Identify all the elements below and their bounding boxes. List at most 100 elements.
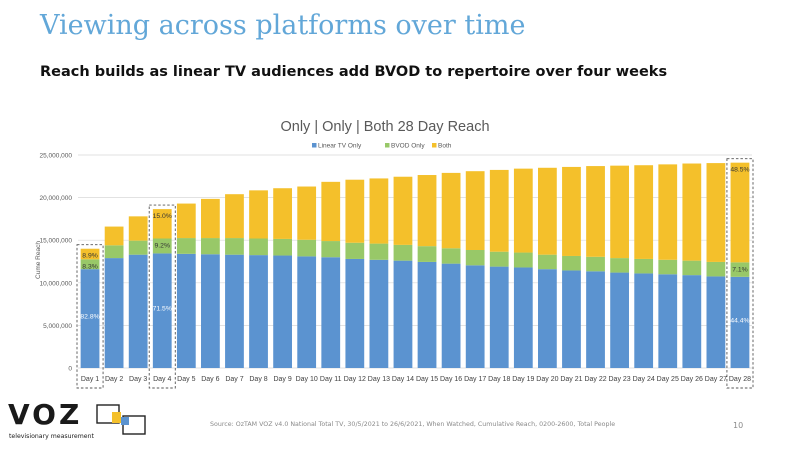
- legend-swatch: [385, 143, 390, 148]
- bar-segment: [80, 248, 100, 260]
- chart-annotations: 82.8% 8.3% 8.9% 71.5% 9.2% 15.0% 44.4% 7.1% 48.5…: [80, 167, 749, 325]
- bar-segment: [176, 238, 196, 254]
- bar-segment: [104, 258, 124, 368]
- bar-segment: [297, 256, 317, 368]
- x-tick-label: Day 6: [201, 376, 219, 383]
- bar-segment: [682, 275, 702, 368]
- x-tick-label: Day 2: [105, 376, 123, 383]
- data-label: 71.5%: [153, 306, 172, 313]
- bar-segment: [273, 188, 292, 239]
- legend-item: Linear TV Only: [312, 143, 362, 150]
- bar-segment: [345, 242, 365, 259]
- bar-segment: [538, 167, 557, 255]
- bar-segment: [441, 263, 461, 368]
- legend-swatch: [432, 143, 437, 148]
- highlight-box: [76, 244, 104, 389]
- x-tick-label: Day 26: [681, 376, 703, 383]
- bar-segment: [634, 273, 654, 368]
- bar-segment: [225, 238, 244, 255]
- x-tick-label: Day 18: [488, 376, 510, 383]
- x-tick-label: Day 9: [273, 376, 291, 383]
- y-tick-label: 15,000,000: [39, 238, 72, 245]
- bar-segment: [225, 254, 244, 368]
- data-label: 8.3%: [82, 263, 98, 270]
- bar-segment: [80, 269, 100, 368]
- bar-segment: [538, 254, 557, 270]
- chart-bars: [80, 162, 750, 368]
- bar-segment: [176, 203, 196, 239]
- slide-subtitle: Reach builds as linear TV audiences add …: [40, 64, 668, 80]
- x-tick-label: Day 25: [657, 376, 679, 383]
- bar-segment: [513, 168, 533, 253]
- bar-segment: [273, 255, 292, 368]
- x-tick-label: Day 19: [512, 376, 534, 383]
- x-tick-label: Day 8: [249, 376, 267, 383]
- x-tick-label: Day 12: [344, 376, 366, 383]
- data-label: 15.0%: [153, 213, 172, 220]
- bar-segment: [104, 226, 124, 246]
- x-tick-label: Day 13: [368, 376, 390, 383]
- bar-segment: [730, 162, 750, 263]
- highlight-box: [148, 204, 176, 389]
- logo-word: VOZ: [8, 398, 83, 431]
- x-tick-label: Day 14: [392, 376, 414, 383]
- bar-segment: [634, 258, 654, 274]
- y-tick-label: 20,000,000: [39, 195, 72, 202]
- voz-logo: VOZ televisionary measurement: [8, 400, 158, 450]
- source-note: Source: OzTAM VOZ v4.0 National Total TV…: [210, 421, 616, 428]
- bar-segment: [730, 262, 750, 277]
- bar-segment: [128, 254, 148, 368]
- bar-segment: [417, 175, 437, 247]
- y-tick-label: 10,000,000: [39, 280, 72, 287]
- data-label: 9.2%: [155, 242, 171, 249]
- bar-segment: [201, 238, 220, 255]
- bar-segment: [658, 274, 678, 368]
- x-tick-label: Day 11: [320, 376, 342, 383]
- chart-legend: Linear TV Only BVOD Only Both: [312, 143, 452, 150]
- x-tick-label: Day 15: [416, 376, 438, 383]
- data-label: 48.5%: [730, 167, 749, 174]
- bar-segment: [393, 176, 413, 245]
- bar-segment: [489, 251, 509, 267]
- bar-segment: [465, 171, 485, 250]
- y-tick-label: 25,000,000: [39, 153, 72, 160]
- bar-segment: [393, 244, 413, 261]
- highlight-boxes: [76, 158, 754, 389]
- legend-label: Linear TV Only: [318, 143, 362, 150]
- slide-title: Viewing across platforms over time: [40, 10, 526, 41]
- bar-segment: [345, 179, 365, 243]
- x-tick-label: Day 27: [705, 376, 727, 383]
- bar-segment: [634, 165, 654, 259]
- bar-segment: [321, 241, 341, 258]
- bar-segment: [658, 259, 678, 275]
- bar-segment: [513, 267, 533, 368]
- y-axis-label: Cume Reach: [35, 241, 42, 279]
- bar-segment: [80, 259, 100, 270]
- bar-segment: [682, 163, 702, 261]
- bar-segment: [706, 163, 726, 262]
- x-tick-label: Day 10: [296, 376, 318, 383]
- legend-item: Both: [432, 143, 452, 150]
- bar-segment: [273, 238, 292, 256]
- page-number: 10: [733, 421, 744, 430]
- bar-segment: [706, 261, 726, 277]
- bar-segment: [465, 265, 485, 368]
- bar-segment: [562, 270, 581, 368]
- bar-segment: [321, 181, 341, 242]
- bar-segment: [513, 252, 533, 268]
- x-axis-ticks: Day 1 Day 2 Day 3 Day 4 Day 5 Day 6 Day 7 Day 8…: [81, 376, 751, 383]
- x-tick-label: Day 22: [584, 376, 606, 383]
- x-tick-label: Day 4: [153, 376, 171, 383]
- logo-mark-icon: [96, 404, 146, 435]
- legend-item: BVOD Only: [385, 143, 425, 150]
- bar-segment: [225, 194, 244, 239]
- bar-segment: [465, 249, 485, 266]
- bar-segment: [489, 266, 509, 368]
- bar-segment: [393, 260, 413, 368]
- bar-segment: [104, 245, 124, 259]
- y-tick-label: 0: [68, 366, 72, 373]
- x-tick-label: Day 28: [729, 376, 751, 383]
- bar-segment: [176, 253, 196, 368]
- bar-segment: [369, 259, 389, 368]
